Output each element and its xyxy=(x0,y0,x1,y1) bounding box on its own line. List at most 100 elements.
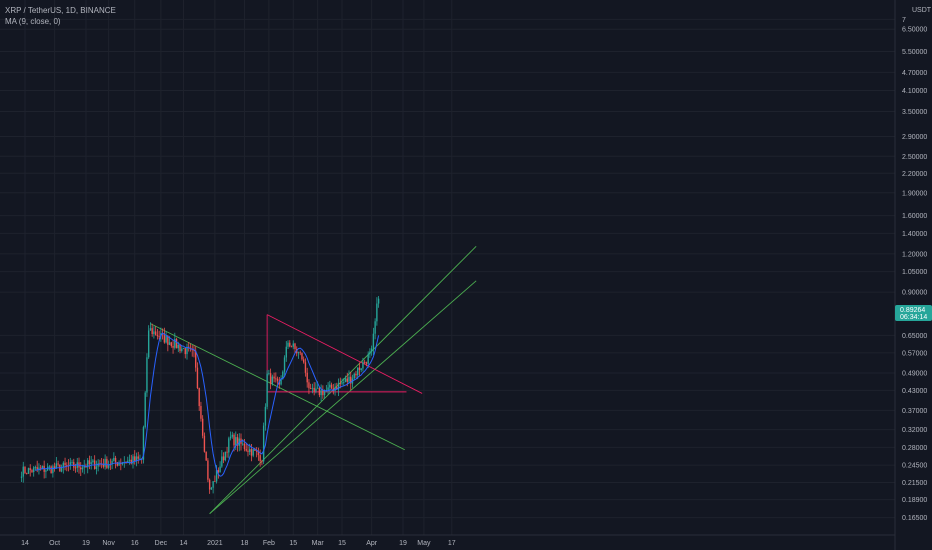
candle xyxy=(52,464,54,478)
candle-body xyxy=(245,449,247,451)
candle xyxy=(297,351,300,359)
time-tick-label: Apr xyxy=(366,540,378,547)
candle xyxy=(245,443,247,452)
candle xyxy=(97,459,99,472)
price-tick-label: 1.05000 xyxy=(902,269,927,276)
candle-body xyxy=(344,378,347,383)
candle xyxy=(257,447,260,461)
candle-body xyxy=(102,464,105,467)
candle-body xyxy=(111,460,113,465)
candle-body xyxy=(201,418,204,436)
candle-body xyxy=(181,348,183,352)
candle-body xyxy=(243,443,246,450)
candle-body xyxy=(264,406,267,426)
candle xyxy=(87,458,89,474)
time-tick-label: 2021 xyxy=(207,540,223,547)
candle-body xyxy=(336,387,338,390)
current-price-value: 0.89264 xyxy=(900,307,925,314)
candle-body xyxy=(287,342,289,347)
candle-body xyxy=(29,468,31,471)
candle xyxy=(26,472,28,475)
candle xyxy=(269,368,272,390)
candle-body xyxy=(233,434,235,446)
candle-body xyxy=(22,466,24,477)
candle-body xyxy=(116,462,119,466)
candle xyxy=(154,326,157,336)
candle-body xyxy=(280,379,282,385)
current-price-badge: 0.89264 06:34:14 xyxy=(895,305,932,321)
candle xyxy=(195,346,197,372)
candle-body xyxy=(231,434,233,437)
candle xyxy=(147,325,150,359)
candle xyxy=(367,351,369,369)
price-axis[interactable]: 7 6.50000 5.50000 4.70000 4.10000 3.50000 2.90… xyxy=(894,0,927,550)
candle-body xyxy=(104,458,106,467)
candle xyxy=(208,478,211,494)
price-tick-label: 4.70000 xyxy=(902,70,927,77)
price-tick-label: 2.90000 xyxy=(902,134,927,141)
candle xyxy=(337,378,340,397)
candle xyxy=(34,465,37,471)
legend: XRP / TetherUS, 1D, BINANCE MA (9, close… xyxy=(5,5,116,27)
time-tick-label: 14 xyxy=(21,540,29,547)
time-axis[interactable]: 14 Oct 19 Nov 16 Dec 14 2021 18 Feb 15 Mar 15 Apr 19 Ma… xyxy=(0,534,895,547)
candle-body xyxy=(34,467,37,468)
candle-body xyxy=(198,388,200,407)
candle-body xyxy=(313,387,315,392)
candle-body xyxy=(289,342,291,347)
candle-body xyxy=(142,427,145,460)
candle xyxy=(336,382,338,390)
candle-body xyxy=(73,462,75,468)
candle-body xyxy=(320,390,322,396)
price-tick-label: 1.90000 xyxy=(902,190,927,197)
candle-body xyxy=(69,462,71,466)
candle-body xyxy=(370,348,373,352)
candle-body xyxy=(269,373,272,384)
candle xyxy=(275,372,277,383)
candle xyxy=(273,372,275,383)
price-tick-label: 0.16500 xyxy=(902,515,927,522)
candle-body xyxy=(128,459,131,461)
candle-body xyxy=(226,451,228,453)
candle xyxy=(167,335,169,352)
candle-body xyxy=(250,449,253,456)
time-tick-label: Dec xyxy=(155,540,168,547)
candle-body xyxy=(360,368,362,371)
candle xyxy=(329,380,331,394)
price-tick-label: 3.50000 xyxy=(902,109,927,116)
candle-body xyxy=(219,466,221,473)
price-tick-label: 1.20000 xyxy=(902,251,927,258)
candle xyxy=(236,433,239,452)
indicator-line[interactable]: MA (9, close, 0) xyxy=(5,17,61,26)
symbol-line[interactable]: XRP / TetherUS, 1D, BINANCE xyxy=(5,6,116,15)
candle-body xyxy=(261,461,263,462)
candle-body xyxy=(144,392,146,428)
candle xyxy=(113,452,115,462)
candle-body xyxy=(304,362,307,373)
candle-body xyxy=(90,462,92,465)
candle xyxy=(88,455,91,470)
candle-body xyxy=(45,470,47,472)
ma-polyline xyxy=(35,332,380,477)
candle-body xyxy=(214,481,216,482)
candle-body xyxy=(308,382,310,389)
candle xyxy=(343,377,345,387)
candle-body xyxy=(283,357,286,372)
candle xyxy=(374,318,376,340)
candle xyxy=(315,382,317,394)
price-tick-label: 4.10000 xyxy=(902,88,927,95)
candle-body xyxy=(147,330,150,358)
candle xyxy=(226,446,228,458)
candle xyxy=(271,374,274,386)
candle xyxy=(370,345,373,356)
candle xyxy=(376,297,378,326)
time-tick-label: 17 xyxy=(448,540,456,547)
candle xyxy=(339,377,341,389)
candle-body xyxy=(273,376,275,379)
candle xyxy=(303,356,305,364)
candle xyxy=(355,370,357,379)
candle-body xyxy=(106,458,108,468)
candle xyxy=(135,452,138,467)
candle-body xyxy=(215,470,218,482)
